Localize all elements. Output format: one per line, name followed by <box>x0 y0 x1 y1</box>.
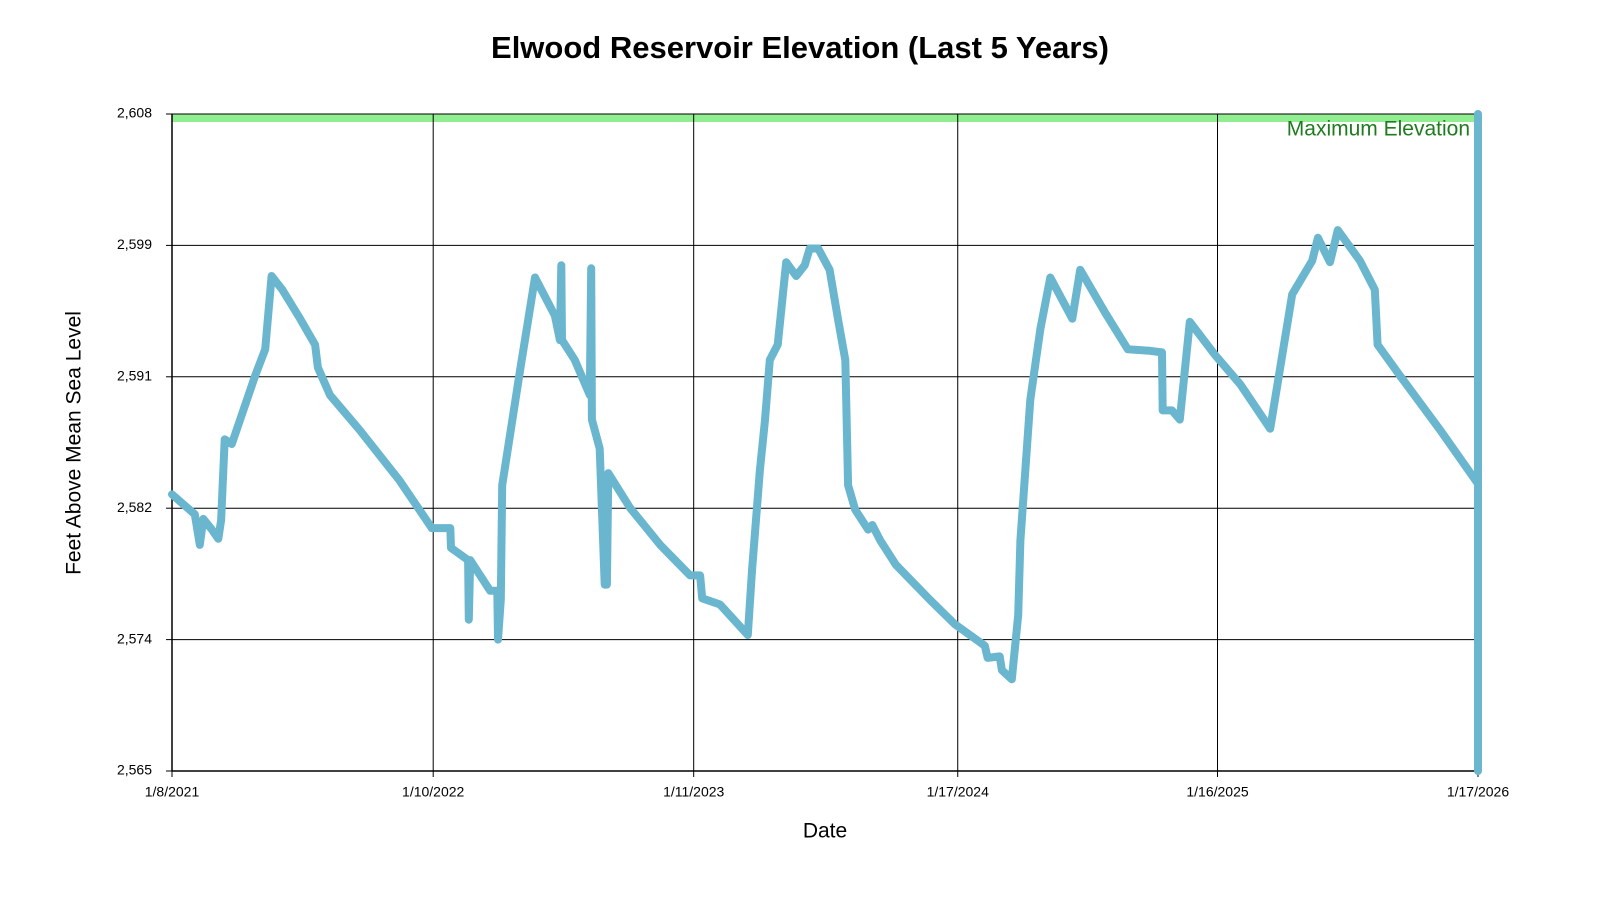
y-tick-label: 2,599 <box>117 236 152 252</box>
y-tick-label: 2,608 <box>117 105 152 121</box>
chart-title: Elwood Reservoir Elevation (Last 5 Years… <box>491 30 1109 65</box>
x-tick-label: 1/10/2022 <box>402 784 464 800</box>
x-tick-label: 1/16/2025 <box>1186 784 1248 800</box>
y-tick-label: 2,591 <box>117 368 152 384</box>
y-axis-label: Feet Above Mean Sea Level <box>63 311 86 575</box>
x-axis-label: Date <box>803 820 847 843</box>
y-tick-label: 2,574 <box>117 630 152 646</box>
x-tick-label: 1/17/2024 <box>927 784 989 800</box>
data-line <box>168 110 1482 775</box>
y-tick-label: 2,565 <box>117 762 152 778</box>
x-tick-label: 1/17/2026 <box>1447 784 1509 800</box>
x-tick-label: 1/11/2023 <box>663 784 724 800</box>
x-tick-label: 1/8/2021 <box>145 784 200 800</box>
y-tick-label: 2,582 <box>117 499 152 515</box>
reference-label: Maximum Elevation <box>1287 118 1470 141</box>
